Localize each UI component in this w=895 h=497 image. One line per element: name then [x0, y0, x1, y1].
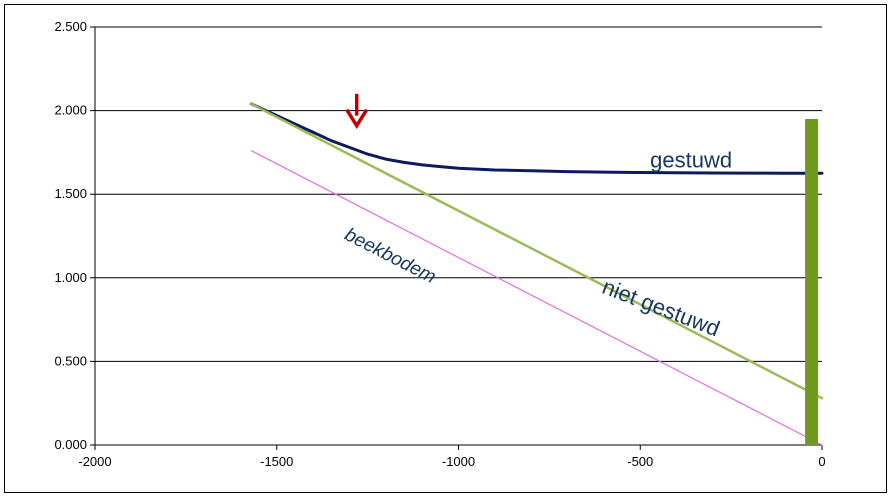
- y-tick-label-5: 2.500: [54, 19, 87, 34]
- series-line-1: [250, 102, 824, 400]
- arrow-head: [345, 108, 369, 129]
- chart-markers: [345, 93, 819, 446]
- annotations: gestuwd niet gestuwd beekbodem: [341, 147, 732, 341]
- grid-lines: [95, 26, 822, 362]
- y-tick-label-1: 0.500: [54, 353, 87, 368]
- series-lines: [249, 102, 824, 446]
- y-tick-label-0: 0.000: [54, 437, 87, 452]
- x-tick-label-1: -1500: [260, 454, 293, 469]
- annotation-1: niet gestuwd: [599, 274, 723, 342]
- y-tick-label-4: 2.000: [54, 103, 87, 118]
- axes: [90, 26, 823, 450]
- annotation-2: beekbodem: [341, 224, 439, 288]
- x-tick-label-0: -2000: [78, 454, 111, 469]
- series-line-0: [249, 102, 824, 175]
- side-bar: [805, 118, 819, 446]
- y-tick-labels: 0.000 0.500 1.000 1.500 2.000 2.500: [54, 19, 87, 452]
- x-tick-labels: -2000 -1500 -1000 -500 0: [78, 454, 825, 469]
- x-tick-label-3: -500: [627, 454, 653, 469]
- y-tick-label-3: 1.500: [54, 186, 87, 201]
- x-tick-label-2: -1000: [442, 454, 475, 469]
- x-tick-label-4: 0: [818, 454, 825, 469]
- annotation-0: gestuwd: [650, 147, 732, 172]
- chart-frame: [4, 4, 887, 493]
- y-tick-label-2: 1.000: [54, 270, 87, 285]
- series-line-2: [250, 150, 823, 446]
